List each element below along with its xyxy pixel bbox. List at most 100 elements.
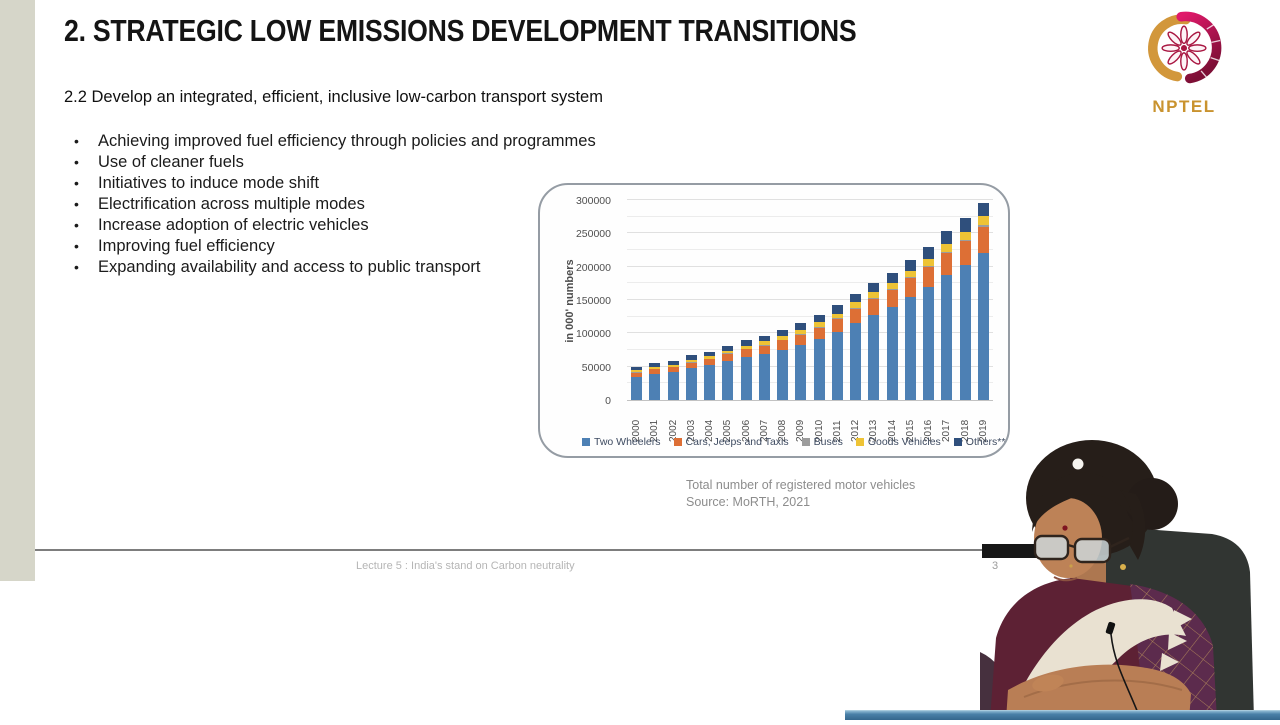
bar-2002: [668, 361, 679, 400]
y-tick-label: 150000: [576, 295, 611, 307]
bar-segment: [887, 290, 898, 307]
bar-segment: [795, 345, 806, 400]
footer-divider-line: [35, 549, 1041, 551]
bar-segment: [868, 283, 879, 293]
bar-2001: [649, 363, 660, 400]
legend-swatch: [954, 438, 962, 446]
bar-segment: [850, 309, 861, 323]
bar-segment: [814, 315, 825, 322]
bar-2011: [832, 305, 843, 400]
bar-2004: [704, 352, 715, 400]
lecturer-webcam: [980, 420, 1280, 720]
bar-segment: [960, 218, 971, 231]
legend-swatch: [674, 438, 682, 446]
y-tick-label: 100000: [576, 328, 611, 340]
bullet-item: Use of cleaner fuels: [74, 152, 596, 173]
bullet-item: Achieving improved fuel efficiency throu…: [74, 131, 596, 152]
bar-segment: [941, 231, 952, 244]
bar-segment: [887, 307, 898, 400]
bar-2012: [850, 294, 861, 400]
bar-segment: [905, 278, 916, 297]
chart-caption-title: Total number of registered motor vehicle…: [686, 477, 915, 494]
bar-segment: [631, 377, 642, 400]
bar-segment: [978, 203, 989, 216]
bar-segment: [850, 323, 861, 400]
chart-caption: Total number of registered motor vehicle…: [686, 477, 915, 510]
bar-segment: [832, 332, 843, 400]
bar-segment: [905, 297, 916, 400]
bar-segment: [704, 365, 715, 400]
bar-2013: [868, 283, 879, 400]
bar-2003: [686, 355, 697, 400]
bar-segment: [795, 335, 806, 345]
bar-segment: [741, 357, 752, 400]
bar-segment: [978, 227, 989, 253]
chart-caption-source: Source: MoRTH, 2021: [686, 494, 915, 511]
bar-2015: [905, 260, 916, 400]
bar-2016: [923, 247, 934, 400]
bar-segment: [777, 340, 788, 349]
bullet-item: Electrification across multiple modes: [74, 194, 596, 215]
footer-lecture-label: Lecture 5 : India's stand on Carbon neut…: [356, 560, 575, 572]
bar-segment: [722, 354, 733, 361]
bar-segment: [941, 275, 952, 400]
bar-segment: [923, 259, 934, 266]
slide-title-text: 2. STRATEGIC LOW EMISSIONS DEVELOPMENT T…: [64, 13, 856, 49]
bar-segment: [832, 319, 843, 332]
y-tick-label: 50000: [582, 362, 611, 374]
bar-segment: [668, 372, 679, 400]
bar-2017: [941, 231, 952, 400]
nptel-logo-icon: [1146, 10, 1222, 90]
nptel-logo-text: NPTEL: [1146, 97, 1222, 117]
y-tick-label: 0: [605, 395, 611, 407]
legend-swatch: [856, 438, 864, 446]
chart-bars: [627, 201, 993, 400]
slide-title: 2. STRATEGIC LOW EMISSIONS DEVELOPMENT T…: [64, 13, 985, 49]
desk-edge: [845, 710, 1280, 720]
legend-item: Two Wheelers: [582, 436, 661, 448]
bar-segment: [759, 346, 770, 354]
y-tick-label: 200000: [576, 262, 611, 274]
y-tick-label: 250000: [576, 228, 611, 240]
bar-segment: [814, 328, 825, 339]
slide-subtitle: 2.2 Develop an integrated, efficient, in…: [64, 88, 603, 107]
bullet-item: Improving fuel efficiency: [74, 236, 596, 257]
bar-2006: [741, 340, 752, 400]
bar-segment: [722, 361, 733, 400]
legend-item: Cars, Jeeps and Taxis: [674, 436, 789, 448]
bar-segment: [960, 265, 971, 400]
lecturer-illustration: [980, 420, 1280, 720]
legend-swatch: [582, 438, 590, 446]
bar-segment: [923, 287, 934, 400]
bar-segment: [887, 273, 898, 283]
nptel-logo: NPTEL: [1146, 10, 1222, 117]
bar-2019: [978, 203, 989, 400]
gridline: [627, 199, 993, 200]
bar-segment: [814, 339, 825, 400]
bar-segment: [905, 260, 916, 271]
chart-plot: [627, 201, 993, 401]
bar-segment: [649, 374, 660, 400]
bar-segment: [777, 350, 788, 400]
bar-segment: [741, 349, 752, 357]
y-tick-label: 300000: [576, 195, 611, 207]
bar-segment: [960, 232, 971, 240]
bar-segment: [978, 216, 989, 225]
bar-segment: [978, 253, 989, 401]
bar-segment: [941, 244, 952, 252]
bullet-item: Initiatives to induce mode shift: [74, 173, 596, 194]
legend-swatch: [802, 438, 810, 446]
bar-segment: [832, 305, 843, 313]
slide-left-accent-bar: [0, 0, 35, 581]
bar-segment: [850, 294, 861, 303]
bullet-list: Achieving improved fuel efficiency throu…: [74, 131, 596, 278]
bar-segment: [960, 241, 971, 265]
bar-2007: [759, 336, 770, 400]
bar-2010: [814, 315, 825, 400]
bar-2005: [722, 346, 733, 400]
bar-segment: [923, 247, 934, 259]
bar-segment: [868, 299, 879, 315]
bullet-item: Increase adoption of electric vehicles: [74, 215, 596, 236]
